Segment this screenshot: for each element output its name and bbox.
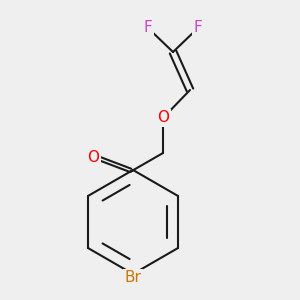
Text: F: F xyxy=(144,20,152,35)
Text: O: O xyxy=(157,110,169,125)
Text: O: O xyxy=(87,151,99,166)
Text: F: F xyxy=(194,20,202,35)
Text: Br: Br xyxy=(124,271,141,286)
